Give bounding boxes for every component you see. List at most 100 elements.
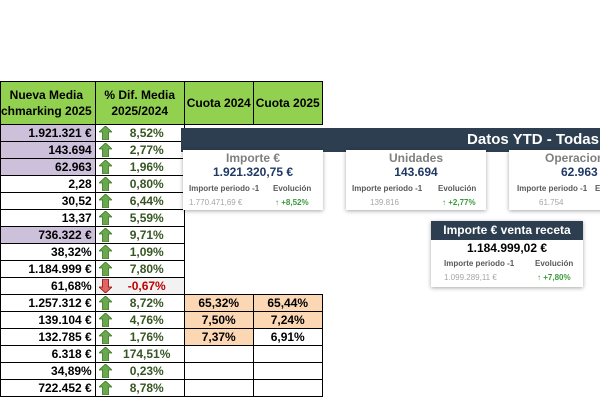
cuota-2024-cell[interactable]: 7,50% [183,311,254,329]
cuota-2025-cell[interactable] [252,345,323,363]
media-cell[interactable]: 6.318 € [0,345,96,363]
cuota-2024-cell[interactable] [184,226,254,244]
operaciones-evol-label: E [595,184,600,193]
unidades-card-title: Unidades [388,151,443,165]
operaciones-period-label: Importe periodo -1 [517,184,588,193]
cuota-2025-cell[interactable] [252,362,323,380]
arrow-up-icon [98,330,112,344]
dif-cell[interactable]: 8,52% [94,124,185,142]
dif-cell[interactable]: 8,78% [94,379,185,397]
table-row: 722.452 € 8,78% [0,379,323,397]
media-cell[interactable]: 62.963 [0,158,96,176]
dif-value: 6,44% [129,194,164,208]
media-cell[interactable]: 13,37 [0,209,96,227]
media-cell[interactable]: 38,32% [0,243,96,261]
media-cell[interactable]: 34,89% [0,362,96,380]
cuota-2025-cell[interactable]: 6,91% [252,328,323,346]
dif-cell[interactable]: 1,76% [94,328,185,346]
header-cuota-2024[interactable]: Cuota 2024 [183,81,254,125]
dif-value: 8,78% [129,381,164,395]
dif-value: 1,09% [129,245,164,259]
dif-cell[interactable]: 1,09% [94,243,185,261]
media-cell[interactable]: 1.184.999 € [0,260,96,278]
unidades-evol-value: ↑ +2,77% [442,198,476,207]
media-cell[interactable]: 736.322 € [0,226,96,244]
dif-value: 4,76% [129,313,164,327]
media-cell[interactable]: 1.257.312 € [0,294,96,312]
media-cell[interactable]: 61,68% [0,277,96,295]
header-cuota-2025[interactable]: Cuota 2025 [252,81,323,125]
cuota-2024-cell[interactable] [184,277,254,295]
dif-cell[interactable]: 0,23% [94,362,185,380]
cuota-2025-cell[interactable] [253,277,323,295]
unidades-card[interactable]: Unidades 143.694 Importe periodo -1 Evol… [346,150,486,210]
header-row: Nueva Media chmarking 2025 % Dif. Media … [0,81,323,125]
dif-cell[interactable]: 174,51% [94,345,185,363]
arrow-up-icon [98,160,112,174]
dif-value: 174,51% [123,347,171,361]
header-dif-media-line2: 2025/2024 [111,104,169,118]
media-cell[interactable]: 722.452 € [0,379,96,397]
cuota-2025-cell[interactable] [253,209,323,227]
dif-cell[interactable]: -0,67% [94,277,185,295]
header-nueva-media[interactable]: Nueva Media chmarking 2025 [0,81,96,125]
cuota-2024-cell[interactable]: 65,32% [183,294,254,312]
dif-value: -0,67% [127,279,166,293]
dif-cell[interactable]: 8,72% [94,294,185,312]
arrow-up-icon [98,177,112,191]
media-cell[interactable]: 1.921.321 € [0,124,96,142]
importe-period-value: 1.770.471,69 € [189,198,243,207]
media-cell[interactable]: 139.104 € [0,311,96,329]
importe-evol-label: Evolución [273,184,312,193]
arrow-up-icon [98,262,112,276]
dif-value: 1,76% [129,330,164,344]
dif-value: 8,72% [129,296,164,310]
table-row: 139.104 € 4,76% 7,50% 7,24% [0,311,323,329]
cuota-2025-cell[interactable] [253,260,323,278]
arrow-up-icon [98,143,112,157]
dif-cell[interactable]: 1,96% [94,158,185,176]
dif-cell[interactable]: 2,77% [94,141,185,159]
arrow-up-icon [98,211,112,225]
media-cell[interactable]: 143.694 [0,141,96,159]
dif-value: 9,71% [129,228,164,242]
dif-cell[interactable]: 7,80% [94,260,185,278]
dif-cell[interactable]: 0,80% [94,175,185,193]
media-cell[interactable]: 2,28 [0,175,96,193]
header-nueva-media-line2: chmarking 2025 [1,104,92,118]
cuota-2024-cell[interactable] [183,362,254,380]
cuota-2025-cell[interactable] [252,379,323,397]
dif-cell[interactable]: 4,76% [94,311,185,329]
cuota-2024-cell[interactable] [184,209,254,227]
media-cell[interactable]: 132.785 € [0,328,96,346]
cuota-2025-cell[interactable] [253,226,323,244]
cuota-2024-cell[interactable] [184,243,254,261]
cuota-2025-cell[interactable]: 7,24% [252,311,323,329]
media-cell[interactable]: 30,52 [0,192,96,210]
header-dif-media[interactable]: % Dif. Media 2025/2024 [94,81,185,125]
unidades-card-value: 143.694 [394,165,438,179]
dif-cell[interactable]: 9,71% [94,226,185,244]
operaciones-card-value: 62.963 [561,165,598,179]
operaciones-period-value: 61.754 [539,198,564,207]
cuota-2024-cell[interactable]: 7,37% [183,328,254,346]
dif-value: 1,96% [129,160,164,174]
table-row: 736.322 € 9,71% [0,226,323,244]
receta-card-value: 1.184.999,02 € [466,241,548,255]
dif-cell[interactable]: 6,44% [94,192,185,210]
receta-evol-label: Evolución [535,259,574,268]
receta-card[interactable]: Importe € venta receta 1.184.999,02 € Im… [431,221,583,287]
banner-title: Datos YTD - Todas [467,131,599,148]
arrow-up-icon [98,194,112,208]
importe-card[interactable]: Importe € 1.921.320,75 € Importe periodo… [183,150,323,210]
dif-cell[interactable]: 5,59% [94,209,185,227]
receta-evol-value: ↑ +7,80% [537,273,571,282]
cuota-2025-cell[interactable]: 65,44% [252,294,323,312]
cuota-2024-cell[interactable] [184,260,254,278]
arrow-up-icon [98,126,112,140]
cuota-2024-cell[interactable] [183,345,254,363]
cuota-2025-cell[interactable] [253,243,323,261]
table-row: 61,68% -0,67% [0,277,323,295]
operaciones-card[interactable]: Operacion 62.963 Importe periodo -1 E 61… [509,150,600,210]
cuota-2024-cell[interactable] [183,379,254,397]
